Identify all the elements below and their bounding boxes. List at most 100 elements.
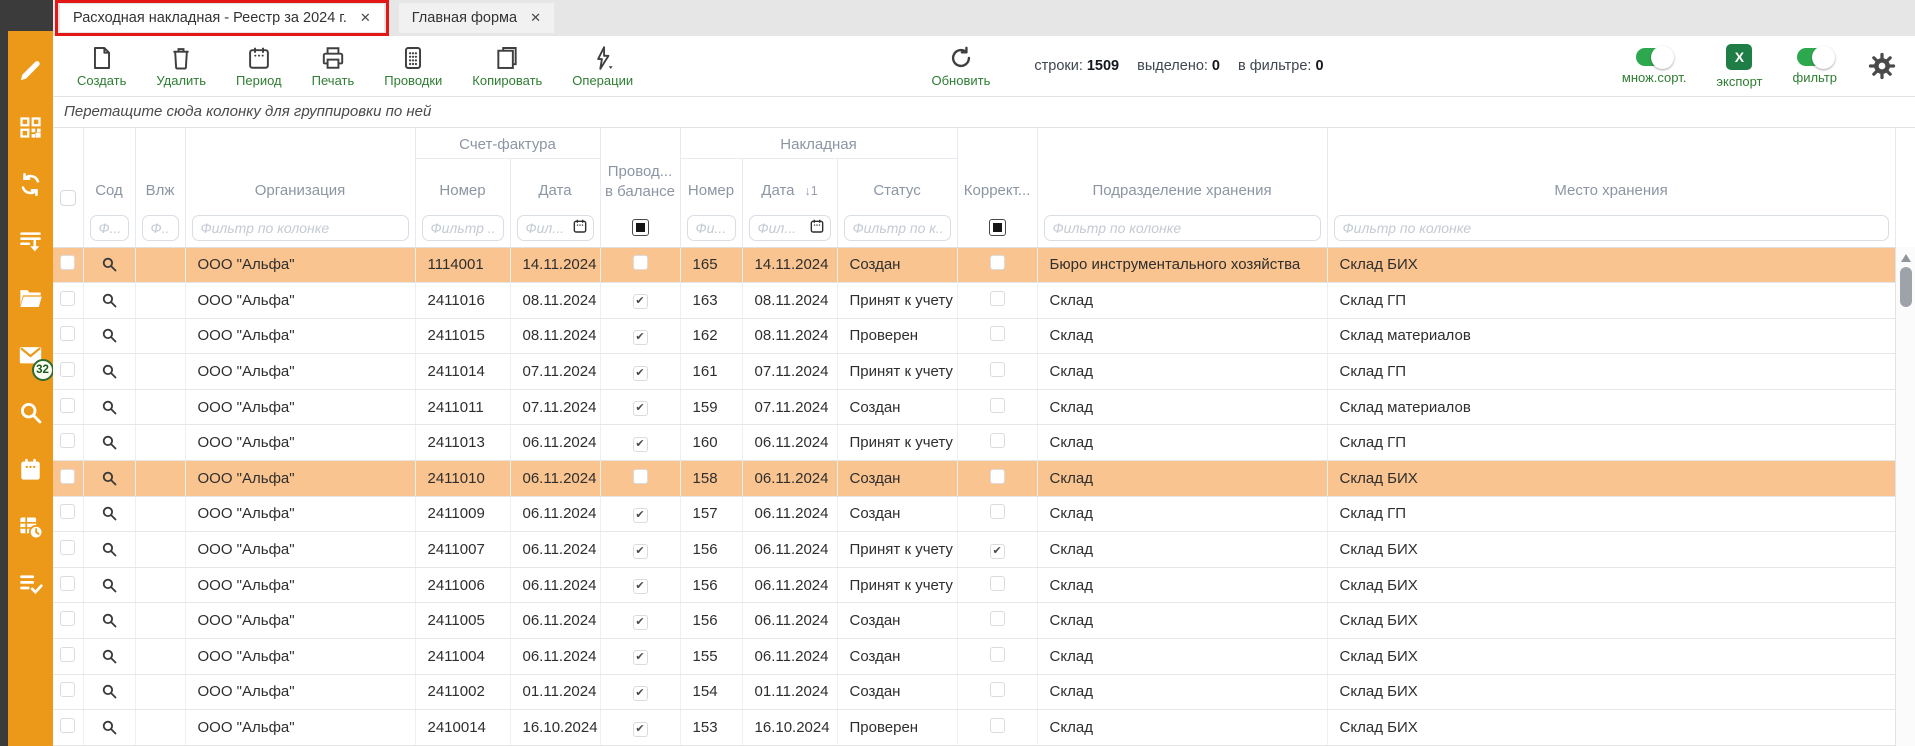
posted-checkbox[interactable]: ✔ [632, 507, 648, 523]
row-checkbox[interactable] [60, 326, 76, 342]
toolbar-button[interactable]: Копировать [472, 45, 542, 87]
correction-checkbox[interactable] [989, 397, 1005, 413]
posted-checkbox[interactable]: ✔ [632, 543, 648, 559]
magnifier-icon[interactable] [84, 576, 135, 595]
export-button[interactable]: X экспорт [1716, 44, 1763, 88]
posted-checkbox[interactable]: ✔ [632, 579, 648, 595]
filter-input-invoice-number[interactable] [421, 215, 504, 242]
sidebar-item-list-check-icon[interactable] [17, 572, 45, 600]
toolbar-button[interactable]: Создать [77, 45, 126, 87]
table-row[interactable]: ООО "Альфа" 2410014 16.10.2024 ✔ 153 16.10.20… [53, 709, 1896, 746]
magnifier-icon[interactable] [84, 398, 135, 417]
row-checkbox[interactable] [60, 611, 76, 627]
posted-checkbox[interactable]: ✔ [632, 721, 648, 737]
sidebar-item-list-download-icon[interactable] [17, 230, 45, 258]
table-row[interactable]: ООО "Альфа" 2411013 06.11.2024 ✔ 160 06.11.20… [53, 424, 1896, 462]
correction-checkbox[interactable] [989, 362, 1005, 378]
column-header-vlzh[interactable]: Влж [135, 128, 186, 210]
correction-checkbox[interactable] [989, 718, 1005, 734]
column-header-posted[interactable]: Провод... в балансе [600, 128, 681, 210]
posted-filter-checkbox[interactable] [631, 219, 649, 237]
column-header-waybill-number[interactable]: Номер [680, 158, 743, 210]
tab-register[interactable]: Расходная накладная - Реестр за 2024 г. … [60, 4, 384, 32]
magnifier-icon[interactable] [84, 362, 135, 381]
filter-input-waybill-date[interactable] [748, 215, 831, 242]
vertical-scrollbar[interactable] [1895, 247, 1915, 746]
column-header-correction[interactable]: Коррект... [957, 128, 1038, 210]
magnifier-icon[interactable] [84, 540, 135, 559]
filter-input-sod[interactable] [89, 215, 129, 242]
table-row[interactable]: ООО "Альфа" 2411006 06.11.2024 ✔ 156 06.11.20… [53, 567, 1896, 604]
magnifier-icon[interactable] [84, 326, 135, 345]
excel-icon[interactable]: X [1726, 44, 1753, 70]
column-group-waybill[interactable]: Накладная [680, 128, 958, 159]
correction-checkbox[interactable]: ✔ [989, 543, 1005, 559]
magnifier-icon[interactable] [84, 682, 135, 701]
table-row[interactable]: ООО "Альфа" 2411011 07.11.2024 ✔ 159 07.11.20… [53, 389, 1896, 426]
correction-checkbox[interactable] [989, 290, 1005, 306]
magnifier-icon[interactable] [84, 504, 135, 523]
correction-checkbox[interactable] [989, 326, 1005, 342]
magnifier-icon[interactable] [84, 291, 135, 310]
table-row[interactable]: ООО "Альфа" 2411007 06.11.2024 ✔ 156 06.11.20… [53, 531, 1896, 568]
row-checkbox[interactable] [60, 468, 76, 484]
correction-checkbox[interactable] [989, 682, 1005, 698]
row-checkbox[interactable] [60, 397, 76, 413]
row-checkbox[interactable] [60, 718, 76, 734]
filter-toggle[interactable]: фильтр [1793, 45, 1837, 84]
magnifier-icon[interactable] [84, 255, 135, 274]
table-row[interactable]: ООО "Альфа" 2411002 01.11.2024 ✔ 154 01.11.20… [53, 674, 1896, 711]
row-checkbox[interactable] [60, 682, 76, 698]
close-icon[interactable]: ✕ [530, 10, 541, 25]
sidebar-item-pencil-icon[interactable] [17, 59, 45, 87]
magnifier-icon[interactable] [84, 433, 135, 452]
sidebar-item-mail-icon[interactable]: 32 [17, 344, 54, 381]
posted-checkbox[interactable]: ✔ [632, 436, 648, 452]
column-group-invoice[interactable]: Счет-фактура [415, 128, 601, 159]
posted-checkbox[interactable]: ✔ [632, 685, 648, 701]
sidebar-item-qr-code-icon[interactable] [17, 116, 45, 144]
table-row[interactable]: ООО "Альфа" 2411004 06.11.2024 ✔ 155 06.11.20… [53, 638, 1896, 675]
correction-filter-checkbox[interactable] [988, 219, 1006, 237]
calendar-icon[interactable] [572, 218, 588, 239]
row-checkbox[interactable] [60, 540, 76, 556]
correction-checkbox[interactable] [989, 504, 1005, 520]
correction-checkbox[interactable] [989, 611, 1005, 627]
column-header-sod[interactable]: Сод [83, 128, 136, 210]
row-checkbox[interactable] [60, 575, 76, 591]
row-checkbox[interactable] [60, 646, 76, 662]
scrollbar-thumb[interactable] [1899, 267, 1912, 307]
table-row[interactable]: ООО "Альфа" 2411009 06.11.2024 ✔ 157 06.11.20… [53, 496, 1896, 533]
sidebar-item-folder-icon[interactable] [17, 287, 45, 315]
toolbar-button[interactable]: Проводки [384, 45, 442, 87]
row-checkbox[interactable] [60, 362, 76, 378]
refresh-button[interactable]: Обновить [931, 45, 990, 87]
posted-checkbox[interactable]: ✔ [632, 329, 648, 345]
filter-input-org[interactable] [191, 215, 409, 242]
filter-input-storage-division[interactable] [1043, 215, 1321, 242]
column-header-invoice-number[interactable]: Номер [415, 158, 511, 210]
table-row[interactable]: ООО "Альфа" 2411014 07.11.2024 ✔ 161 07.11.20… [53, 353, 1896, 390]
calendar-icon[interactable] [809, 218, 825, 239]
row-checkbox[interactable] [60, 433, 76, 449]
table-row[interactable]: ООО "Альфа" 2411005 06.11.2024 ✔ 156 06.11.20… [53, 602, 1896, 640]
magnifier-icon[interactable] [84, 469, 135, 488]
column-header-invoice-date[interactable]: Дата [510, 158, 601, 210]
row-checkbox[interactable] [60, 504, 76, 520]
sidebar-item-sync-icon[interactable] [17, 172, 45, 201]
row-checkbox[interactable] [60, 255, 76, 271]
table-row[interactable]: ООО "Альфа" 2411016 08.11.2024 ✔ 163 08.11.20… [53, 282, 1896, 319]
posted-checkbox[interactable]: ✔ [632, 365, 648, 381]
table-row[interactable]: ООО "Альфа" 1114001 14.11.2024 165 14.11.202… [53, 247, 1896, 284]
magnifier-icon[interactable] [84, 647, 135, 666]
sidebar-item-calendar-white-icon[interactable] [17, 458, 45, 486]
column-header-storage-division[interactable]: Подразделение хранения [1037, 128, 1328, 210]
sidebar-item-search-icon[interactable] [17, 401, 45, 429]
magnifier-icon[interactable] [84, 611, 135, 630]
correction-checkbox[interactable] [989, 433, 1005, 449]
posted-checkbox[interactable] [632, 255, 648, 271]
toolbar-button[interactable]: Удалить [156, 45, 206, 87]
close-icon[interactable]: ✕ [359, 10, 371, 25]
column-header-status[interactable]: Статус [837, 158, 958, 210]
toggle-on-icon[interactable] [1636, 45, 1675, 69]
